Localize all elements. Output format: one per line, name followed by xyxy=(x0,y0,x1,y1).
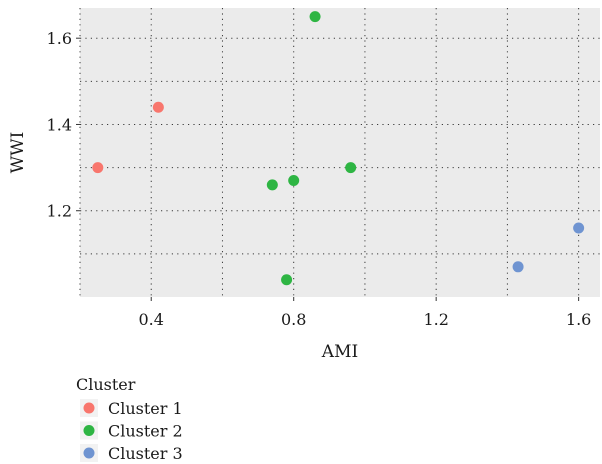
legend-title: Cluster xyxy=(76,375,136,394)
data-point-cluster-1 xyxy=(152,101,164,113)
legend-key-dot xyxy=(83,425,95,436)
legend-item-label: Cluster 2 xyxy=(108,422,183,441)
x-tick-label: 1.2 xyxy=(423,310,448,329)
data-points xyxy=(92,11,585,286)
x-tick-label: 0.8 xyxy=(281,310,306,329)
y-tick-label: 1.2 xyxy=(47,202,72,221)
legend-items: Cluster 1 Cluster 2 Cluster 3 xyxy=(80,399,183,463)
data-point-cluster-2 xyxy=(281,274,293,286)
data-point-cluster-2 xyxy=(288,175,300,187)
grid-lines xyxy=(79,8,600,297)
plot-panel xyxy=(80,8,600,297)
x-axis-title: AMI xyxy=(321,342,358,362)
legend-item-label: Cluster 3 xyxy=(108,444,183,463)
data-point-cluster-2 xyxy=(309,11,321,23)
legend: Cluster Cluster 1 Cluster 2 Cluster 3 xyxy=(76,375,183,463)
legend-key-dot xyxy=(83,447,95,459)
legend-item-cluster-3: Cluster 3 xyxy=(80,444,183,463)
y-tick-label: 1.4 xyxy=(47,115,72,134)
legend-item-label: Cluster 1 xyxy=(108,399,183,418)
legend-item-cluster-2: Cluster 2 xyxy=(80,421,183,441)
data-point-cluster-3 xyxy=(573,222,585,234)
data-point-cluster-2 xyxy=(266,179,278,191)
data-point-cluster-3 xyxy=(512,261,524,273)
y-tick-label: 1.6 xyxy=(47,29,72,48)
x-axis-ticks: 0.4 0.8 1.2 1.6 xyxy=(139,297,591,329)
data-point-cluster-2 xyxy=(345,162,357,174)
legend-item-cluster-1: Cluster 1 xyxy=(80,399,183,418)
x-tick-label: 0.4 xyxy=(139,310,164,329)
x-tick-label: 1.6 xyxy=(566,310,591,329)
y-axis-ticks: 1.2 1.4 1.6 xyxy=(47,29,80,221)
y-axis-title: WWI xyxy=(8,132,28,174)
data-point-cluster-1 xyxy=(92,162,104,174)
legend-key-dot xyxy=(83,402,95,414)
